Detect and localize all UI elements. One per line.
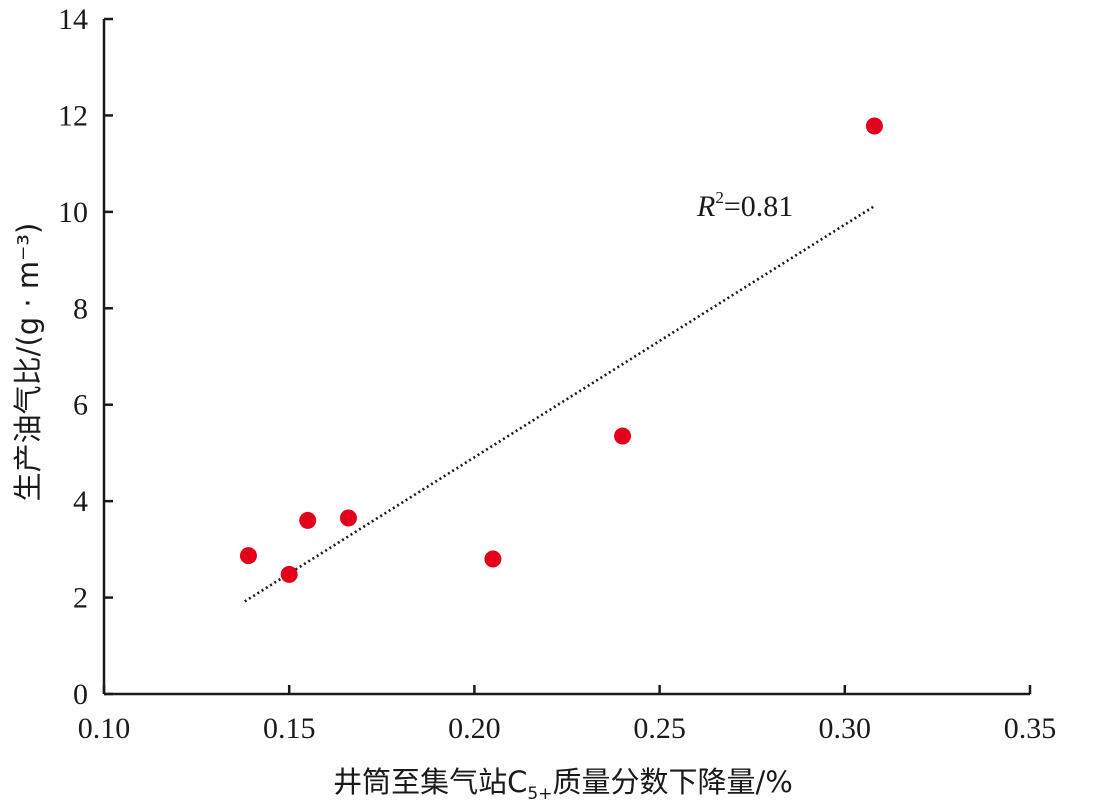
x-tick-label: 0.25 xyxy=(633,712,686,745)
y-tick-label: 10 xyxy=(58,196,88,229)
y-tick-label: 6 xyxy=(73,389,88,422)
x-axis-title-part1: 井筒至集气站C xyxy=(333,765,527,799)
y-tick-label: 4 xyxy=(73,485,88,518)
data-point xyxy=(484,550,502,568)
data-point xyxy=(299,511,317,529)
x-axis-title-subscript: 5+ xyxy=(527,784,552,804)
y-tick-label: 0 xyxy=(73,678,88,711)
r-squared-annotation: R2=0.81 xyxy=(696,188,793,223)
x-tick-label: 0.15 xyxy=(263,712,316,745)
y-tick-label: 2 xyxy=(73,582,88,615)
annotation-symbol: R xyxy=(696,190,715,223)
data-point xyxy=(614,427,632,445)
x-tick-label: 0.20 xyxy=(448,712,501,745)
x-axis-ticks: 0.10 0.15 0.20 0.25 0.30 0.35 xyxy=(78,685,1057,745)
y-axis-ticks: 0 2 4 6 8 10 12 14 xyxy=(58,3,113,711)
x-axis-title: 井筒至集气站C5+质量分数下降量/% xyxy=(333,765,793,804)
annotation-superscript: 2 xyxy=(715,188,724,207)
x-tick-label: 0.30 xyxy=(819,712,872,745)
data-point xyxy=(239,547,257,565)
y-tick-label: 8 xyxy=(73,292,88,325)
y-tick-label: 12 xyxy=(58,99,88,132)
trendline xyxy=(244,204,876,603)
data-point xyxy=(280,565,298,583)
data-point xyxy=(865,117,883,135)
x-tick-label: 0.10 xyxy=(78,712,131,745)
y-tick-label: 14 xyxy=(58,3,88,36)
y-axis-title: 生产油气比/(g · m⁻³) xyxy=(11,223,45,502)
annotation-value: =0.81 xyxy=(724,190,793,223)
x-tick-label: 0.35 xyxy=(1004,712,1057,745)
data-point xyxy=(339,509,357,527)
data-points xyxy=(239,117,883,583)
x-axis-title-part2: 质量分数下降量/% xyxy=(552,765,792,799)
